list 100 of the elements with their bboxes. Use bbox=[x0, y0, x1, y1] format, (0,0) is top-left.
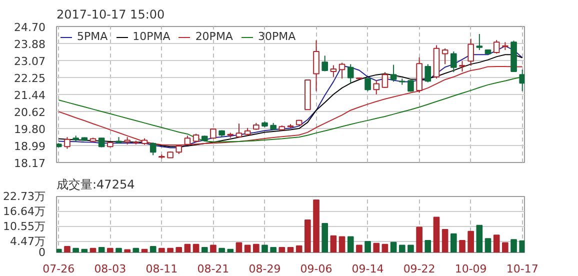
bar bbox=[98, 246, 105, 252]
x-tick-label: 08-21 bbox=[197, 262, 230, 276]
y-tick-label: 21.44 bbox=[14, 88, 46, 102]
y-tick-label: 24.70 bbox=[14, 21, 46, 34]
bar bbox=[72, 248, 79, 252]
bar bbox=[304, 220, 311, 252]
bar bbox=[296, 245, 302, 252]
bar bbox=[510, 239, 517, 252]
bar bbox=[262, 244, 268, 252]
bar bbox=[519, 240, 524, 252]
y-tick-label: 4.47万 bbox=[10, 234, 46, 248]
bar bbox=[330, 235, 337, 252]
x-tick-label: 09-06 bbox=[300, 262, 332, 276]
bar bbox=[390, 242, 397, 252]
bar bbox=[132, 248, 140, 252]
y-tick-label: 0 bbox=[38, 246, 46, 259]
y-tick-label: 22.73万 bbox=[3, 190, 46, 203]
y-tick-label: 10.55万 bbox=[3, 220, 46, 234]
bar bbox=[90, 248, 96, 252]
bar bbox=[468, 230, 474, 252]
bar bbox=[502, 242, 508, 252]
candlestick bbox=[450, 50, 457, 73]
chart-title: 2017-10-17 15:00 bbox=[56, 8, 165, 22]
bar bbox=[338, 236, 346, 252]
bar bbox=[356, 244, 362, 252]
legend-label: 5PMA bbox=[77, 30, 108, 43]
bar bbox=[176, 246, 182, 252]
y-tick-label: 22.25 bbox=[14, 72, 46, 86]
chart-title: 成交量:47254 bbox=[56, 178, 135, 192]
bar bbox=[150, 246, 156, 252]
bar bbox=[236, 242, 242, 252]
bar bbox=[107, 248, 114, 252]
x-tick-label: 07-26 bbox=[42, 262, 75, 276]
bar bbox=[382, 244, 388, 252]
bar bbox=[484, 238, 492, 252]
x-tick-label: 08-03 bbox=[94, 262, 126, 276]
bar bbox=[192, 244, 200, 252]
bar bbox=[493, 234, 500, 252]
bar bbox=[278, 246, 286, 252]
bar bbox=[347, 236, 354, 252]
bar bbox=[313, 199, 320, 252]
candlestick bbox=[519, 69, 524, 92]
candlestick bbox=[364, 78, 371, 92]
bar bbox=[252, 244, 260, 252]
bar bbox=[218, 248, 225, 252]
candlestick bbox=[64, 136, 70, 150]
bar bbox=[201, 246, 208, 252]
legend-label: 30PMA bbox=[258, 30, 296, 43]
y-tick-label: 23.07 bbox=[14, 54, 46, 68]
bar bbox=[373, 242, 380, 252]
candlestick bbox=[468, 38, 474, 66]
bar bbox=[227, 248, 234, 252]
bar bbox=[244, 244, 251, 252]
x-tick-label: 09-14 bbox=[352, 262, 384, 276]
bar bbox=[141, 248, 148, 252]
candlestick bbox=[150, 142, 156, 156]
bar bbox=[416, 226, 422, 252]
y-tick-label: 19.80 bbox=[14, 123, 46, 136]
candlestick bbox=[330, 64, 337, 78]
x-tick-label: 10-09 bbox=[454, 262, 487, 276]
y-tick-label: 18.17 bbox=[14, 157, 46, 170]
bar bbox=[81, 248, 88, 252]
bar bbox=[210, 244, 216, 252]
x-tick-label: 08-29 bbox=[248, 262, 281, 276]
bar bbox=[116, 248, 122, 252]
bar bbox=[158, 248, 165, 252]
x-tick-label: 10-17 bbox=[506, 262, 538, 276]
bar bbox=[398, 244, 406, 252]
bar bbox=[408, 244, 414, 252]
bar bbox=[442, 229, 448, 252]
bar bbox=[167, 248, 174, 252]
x-tick-label: 09-22 bbox=[403, 262, 436, 276]
legend-label: 10PMA bbox=[132, 30, 170, 43]
legend-label: 20PMA bbox=[195, 30, 233, 43]
bar bbox=[424, 240, 432, 252]
bar bbox=[287, 246, 294, 252]
candlestick bbox=[313, 40, 320, 92]
bar bbox=[433, 216, 440, 252]
bar bbox=[364, 240, 371, 252]
bar bbox=[124, 249, 131, 252]
bar bbox=[459, 240, 466, 252]
candlestick bbox=[184, 135, 191, 146]
candlestick bbox=[390, 64, 397, 82]
y-tick-label: 20.62 bbox=[14, 106, 46, 119]
y-tick-label: 18.99 bbox=[14, 140, 46, 153]
candlestick bbox=[424, 64, 432, 83]
candlestick bbox=[459, 60, 466, 72]
candlestick bbox=[98, 137, 105, 148]
candlestick bbox=[322, 55, 328, 72]
candlestick bbox=[347, 64, 354, 84]
bar bbox=[184, 244, 191, 252]
y-tick-label: 23.88 bbox=[14, 38, 46, 52]
candlestick bbox=[382, 72, 388, 88]
candlestick bbox=[236, 123, 242, 138]
candlestick bbox=[373, 80, 380, 95]
candlestick bbox=[338, 62, 346, 80]
candlestick bbox=[476, 34, 483, 51]
bar bbox=[270, 246, 276, 252]
bar bbox=[56, 248, 62, 252]
bar bbox=[64, 246, 70, 252]
